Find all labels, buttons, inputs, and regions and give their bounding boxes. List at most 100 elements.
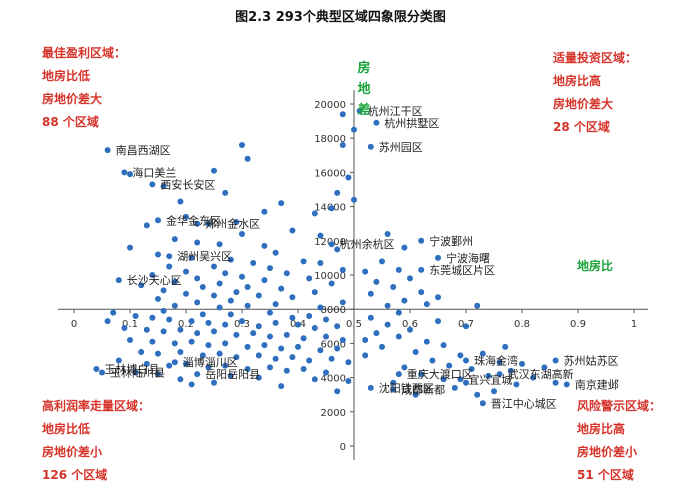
data-point: [171, 302, 178, 309]
point-label: 沈阳铁西区: [379, 381, 434, 395]
point-label: 成都新都: [401, 383, 445, 397]
data-point: [367, 290, 374, 297]
data-point: [149, 314, 156, 321]
point-label: 海口美兰: [132, 165, 176, 179]
data-point: [155, 350, 161, 357]
data-point: [289, 314, 296, 321]
data-point: [250, 330, 257, 337]
data-point: [451, 384, 458, 391]
y-tick-label: 10000: [314, 271, 346, 282]
data-point: [149, 272, 156, 278]
data-point: [272, 319, 279, 326]
data-point: [261, 342, 268, 349]
data-point: [205, 364, 212, 371]
data-point: [127, 171, 133, 178]
data-point: [423, 301, 430, 308]
data-point: [267, 364, 273, 371]
data-point: [244, 343, 251, 350]
data-point: [216, 241, 223, 248]
x-tick-label: 0.6: [402, 319, 418, 330]
data-point: [171, 236, 178, 243]
data-point: [222, 340, 229, 347]
data-point: [295, 343, 301, 350]
data-point: [272, 301, 279, 308]
data-point-labeled: [99, 369, 105, 376]
data-point-labeled: [93, 366, 100, 373]
point-label: 晋江中心城区: [491, 397, 557, 410]
data-point: [519, 360, 525, 367]
data-point: [334, 189, 341, 196]
data-point: [183, 268, 189, 275]
data-point: [491, 388, 497, 395]
data-point-labeled: [328, 241, 335, 248]
quadrant-line: 房地价差小: [577, 445, 638, 459]
data-point: [222, 189, 229, 196]
chart-title: 图2.3 293个典型区域四象限分类图: [235, 10, 446, 25]
quadrant-line: 地房比高: [577, 422, 626, 436]
data-point: [138, 282, 145, 289]
point-label: 玉林博白县: [104, 362, 159, 376]
data-point: [267, 309, 273, 316]
data-point: [395, 266, 402, 273]
y-tick-label: 2000: [321, 408, 346, 419]
data-point: [127, 244, 133, 251]
data-point: [289, 354, 296, 361]
data-point: [233, 354, 240, 361]
data-point: [199, 311, 206, 318]
data-point: [188, 381, 195, 388]
data-point: [155, 371, 161, 378]
data-point: [171, 340, 178, 347]
quadrant-title: 高利润率走量区域：: [42, 399, 151, 413]
data-point: [423, 338, 430, 345]
data-point: [362, 336, 369, 343]
data-point: [211, 292, 217, 299]
point-label: 武汉东湖高新: [508, 367, 574, 381]
axes: [58, 90, 648, 460]
data-point: [255, 292, 262, 299]
quadrant-line: 地房比高: [553, 74, 602, 88]
data-point: [339, 299, 346, 306]
data-point: [233, 331, 240, 338]
data-point: [412, 348, 419, 355]
x-tick-label: 0: [71, 319, 77, 330]
point-label: 岳阳岳阳县: [205, 368, 260, 381]
data-point: [250, 260, 257, 267]
data-point-labeled: [463, 357, 469, 364]
data-point: [463, 323, 469, 330]
data-point: [395, 333, 402, 340]
data-point: [155, 251, 161, 258]
data-point: [468, 366, 475, 373]
data-point: [227, 297, 234, 304]
data-point-labeled: [171, 359, 178, 366]
point-label: 玉林陆川县: [110, 365, 165, 379]
data-point: [311, 210, 318, 217]
data-point: [401, 297, 408, 304]
data-point: [177, 326, 184, 333]
data-point: [143, 326, 150, 333]
point-label: 湖州吴兴区: [177, 250, 232, 263]
data-point: [306, 275, 313, 282]
quadrant-label-bottom-left: 高利润率走量区域： 地房比低 房地价差小 126 个区域: [42, 395, 150, 487]
data-point: [199, 283, 206, 290]
data-point: [311, 289, 318, 296]
point-label: 杭州拱墅区: [384, 116, 439, 130]
point-label: 宁波海曙: [446, 251, 490, 265]
data-point: [216, 350, 223, 357]
data-point: [166, 316, 173, 323]
data-point: [435, 294, 441, 301]
data-point: [160, 328, 167, 335]
data-point: [463, 379, 469, 386]
quadrant-count: 28 个区域: [553, 120, 610, 134]
x-axis-name: 地房比: [577, 259, 614, 273]
x-tick-label: 0.9: [570, 319, 586, 330]
quadrant-line: 地房比低: [42, 422, 91, 436]
data-point-labeled: [395, 371, 402, 378]
data-point: [440, 376, 447, 383]
data-point-labeled: [155, 217, 161, 224]
point-label: 金华金东区: [166, 213, 221, 227]
data-point: [216, 280, 223, 287]
data-point: [227, 256, 234, 263]
data-point: [233, 289, 240, 296]
data-point: [188, 318, 195, 325]
